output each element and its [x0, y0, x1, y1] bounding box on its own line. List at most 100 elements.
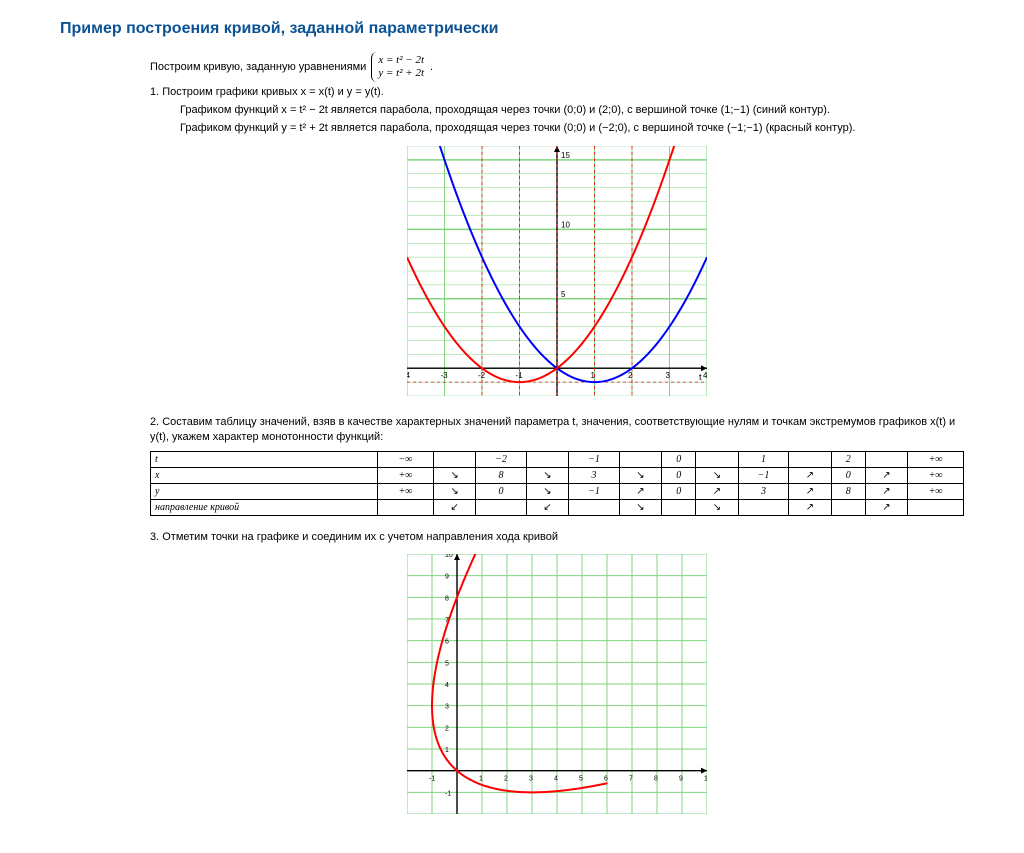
table-cell: ↙	[433, 499, 475, 515]
svg-text:4: 4	[703, 371, 707, 380]
svg-text:8: 8	[445, 596, 449, 603]
table-cell: −1	[569, 483, 620, 499]
table-header-cell: +∞	[908, 451, 964, 467]
table-header-cell: −2	[476, 451, 527, 467]
table-cell: 8	[476, 467, 527, 483]
svg-text:10: 10	[704, 776, 707, 783]
svg-text:9: 9	[679, 776, 683, 783]
svg-text:7: 7	[629, 776, 633, 783]
table-cell	[569, 499, 620, 515]
table-row: x+∞↘8↘3↘0↘−1↗0↗+∞	[151, 467, 964, 483]
table-cell: ↗	[789, 499, 831, 515]
svg-text:3: 3	[666, 371, 671, 380]
svg-text:2: 2	[628, 371, 633, 380]
table-cell: ↙	[526, 499, 568, 515]
table-cell: y	[151, 483, 378, 499]
table-cell: 3	[569, 467, 620, 483]
intro-line: Построим кривую, заданную уравнениями x …	[150, 52, 964, 82]
table-cell: ↘	[433, 467, 475, 483]
table-cell: +∞	[378, 467, 434, 483]
table-cell	[476, 499, 527, 515]
parametric-curve-chart: -112345678910-112345678910	[407, 554, 707, 814]
svg-text:1: 1	[591, 371, 596, 380]
svg-text:15: 15	[561, 151, 570, 160]
table-header-cell	[433, 451, 475, 467]
table-cell	[831, 499, 865, 515]
intro-text: Построим кривую, заданную уравнениями	[150, 61, 366, 73]
table-header-cell	[789, 451, 831, 467]
svg-text:6: 6	[604, 776, 608, 783]
table-cell: 3	[738, 483, 789, 499]
table-cell: ↗	[865, 483, 907, 499]
table-cell: ↗	[865, 467, 907, 483]
svg-text:-1: -1	[516, 371, 524, 380]
svg-text:6: 6	[445, 639, 449, 646]
table-cell: ↘	[526, 483, 568, 499]
table-cell: ↘	[619, 499, 661, 515]
svg-text:-1: -1	[445, 791, 451, 798]
table-cell: ↗	[619, 483, 661, 499]
table-header-cell	[526, 451, 568, 467]
svg-text:10: 10	[445, 554, 453, 559]
svg-text:-3: -3	[441, 371, 449, 380]
table-cell	[908, 499, 964, 515]
table-row: направление кривой ↙ ↙ ↘ ↘ ↗ ↗	[151, 499, 964, 515]
table-cell: ↗	[789, 467, 831, 483]
table-cell: x	[151, 467, 378, 483]
svg-text:-4: -4	[407, 371, 411, 380]
table-header-cell: 0	[662, 451, 696, 467]
table-cell: 0	[662, 483, 696, 499]
table-header-cell	[865, 451, 907, 467]
table-row: y+∞↘0↘−1↗0↗3↗8↗+∞	[151, 483, 964, 499]
eq-y: y = t² + 2t	[378, 67, 424, 79]
step2: 2. Составим таблицу значений, взяв в кач…	[150, 415, 964, 445]
svg-text:4: 4	[445, 682, 449, 689]
step1-red: Графиком функций y = t² + 2t является па…	[180, 121, 964, 136]
svg-text:-1: -1	[429, 776, 435, 783]
step1-blue: Графиком функций x = t² − 2t является па…	[180, 103, 964, 118]
table-header-cell	[696, 451, 738, 467]
eq-x: x = t² − 2t	[378, 54, 424, 66]
table-cell: направление кривой	[151, 499, 378, 515]
svg-text:5: 5	[561, 290, 566, 299]
svg-text:1: 1	[445, 747, 449, 754]
table-cell: ↘	[526, 467, 568, 483]
table-cell	[662, 499, 696, 515]
svg-text:5: 5	[579, 776, 583, 783]
table-cell: ↘	[696, 499, 738, 515]
step3: 3. Отметим точки на графике и соединим и…	[150, 530, 964, 545]
svg-text:2: 2	[445, 726, 449, 733]
table-cell	[378, 499, 434, 515]
svg-text:5: 5	[445, 661, 449, 668]
chart1-wrap: 51015-4-3-2-11234t	[150, 146, 964, 399]
table-header-cell: 1	[738, 451, 789, 467]
parabolas-chart: 51015-4-3-2-11234t	[407, 146, 707, 396]
table-header-cell: −∞	[378, 451, 434, 467]
table-cell: ↗	[696, 483, 738, 499]
table-cell: 0	[831, 467, 865, 483]
svg-text:3: 3	[529, 776, 533, 783]
page-title: Пример построения кривой, заданной парам…	[60, 20, 964, 38]
svg-text:1: 1	[479, 776, 483, 783]
table-header-cell	[619, 451, 661, 467]
table-cell: ↘	[433, 483, 475, 499]
table-header-cell: 2	[831, 451, 865, 467]
step1-lead: 1. Построим графики кривых x = x(t) и y …	[150, 85, 964, 100]
svg-text:8: 8	[654, 776, 658, 783]
table-cell	[738, 499, 789, 515]
svg-text:7: 7	[445, 617, 449, 624]
equation-system: x = t² − 2t y = t² + 2t	[371, 52, 428, 82]
svg-text:-2: -2	[478, 371, 486, 380]
table-header-cell: −1	[569, 451, 620, 467]
table-cell: 0	[662, 467, 696, 483]
table-cell: +∞	[908, 467, 964, 483]
table-cell: 0	[476, 483, 527, 499]
svg-text:4: 4	[554, 776, 558, 783]
table-cell: ↗	[865, 499, 907, 515]
table-cell: 8	[831, 483, 865, 499]
svg-text:9: 9	[445, 574, 449, 581]
content-body: Построим кривую, заданную уравнениями x …	[150, 52, 964, 817]
svg-text:2: 2	[504, 776, 508, 783]
table-cell: ↗	[789, 483, 831, 499]
chart2-wrap: -112345678910-112345678910	[150, 554, 964, 817]
